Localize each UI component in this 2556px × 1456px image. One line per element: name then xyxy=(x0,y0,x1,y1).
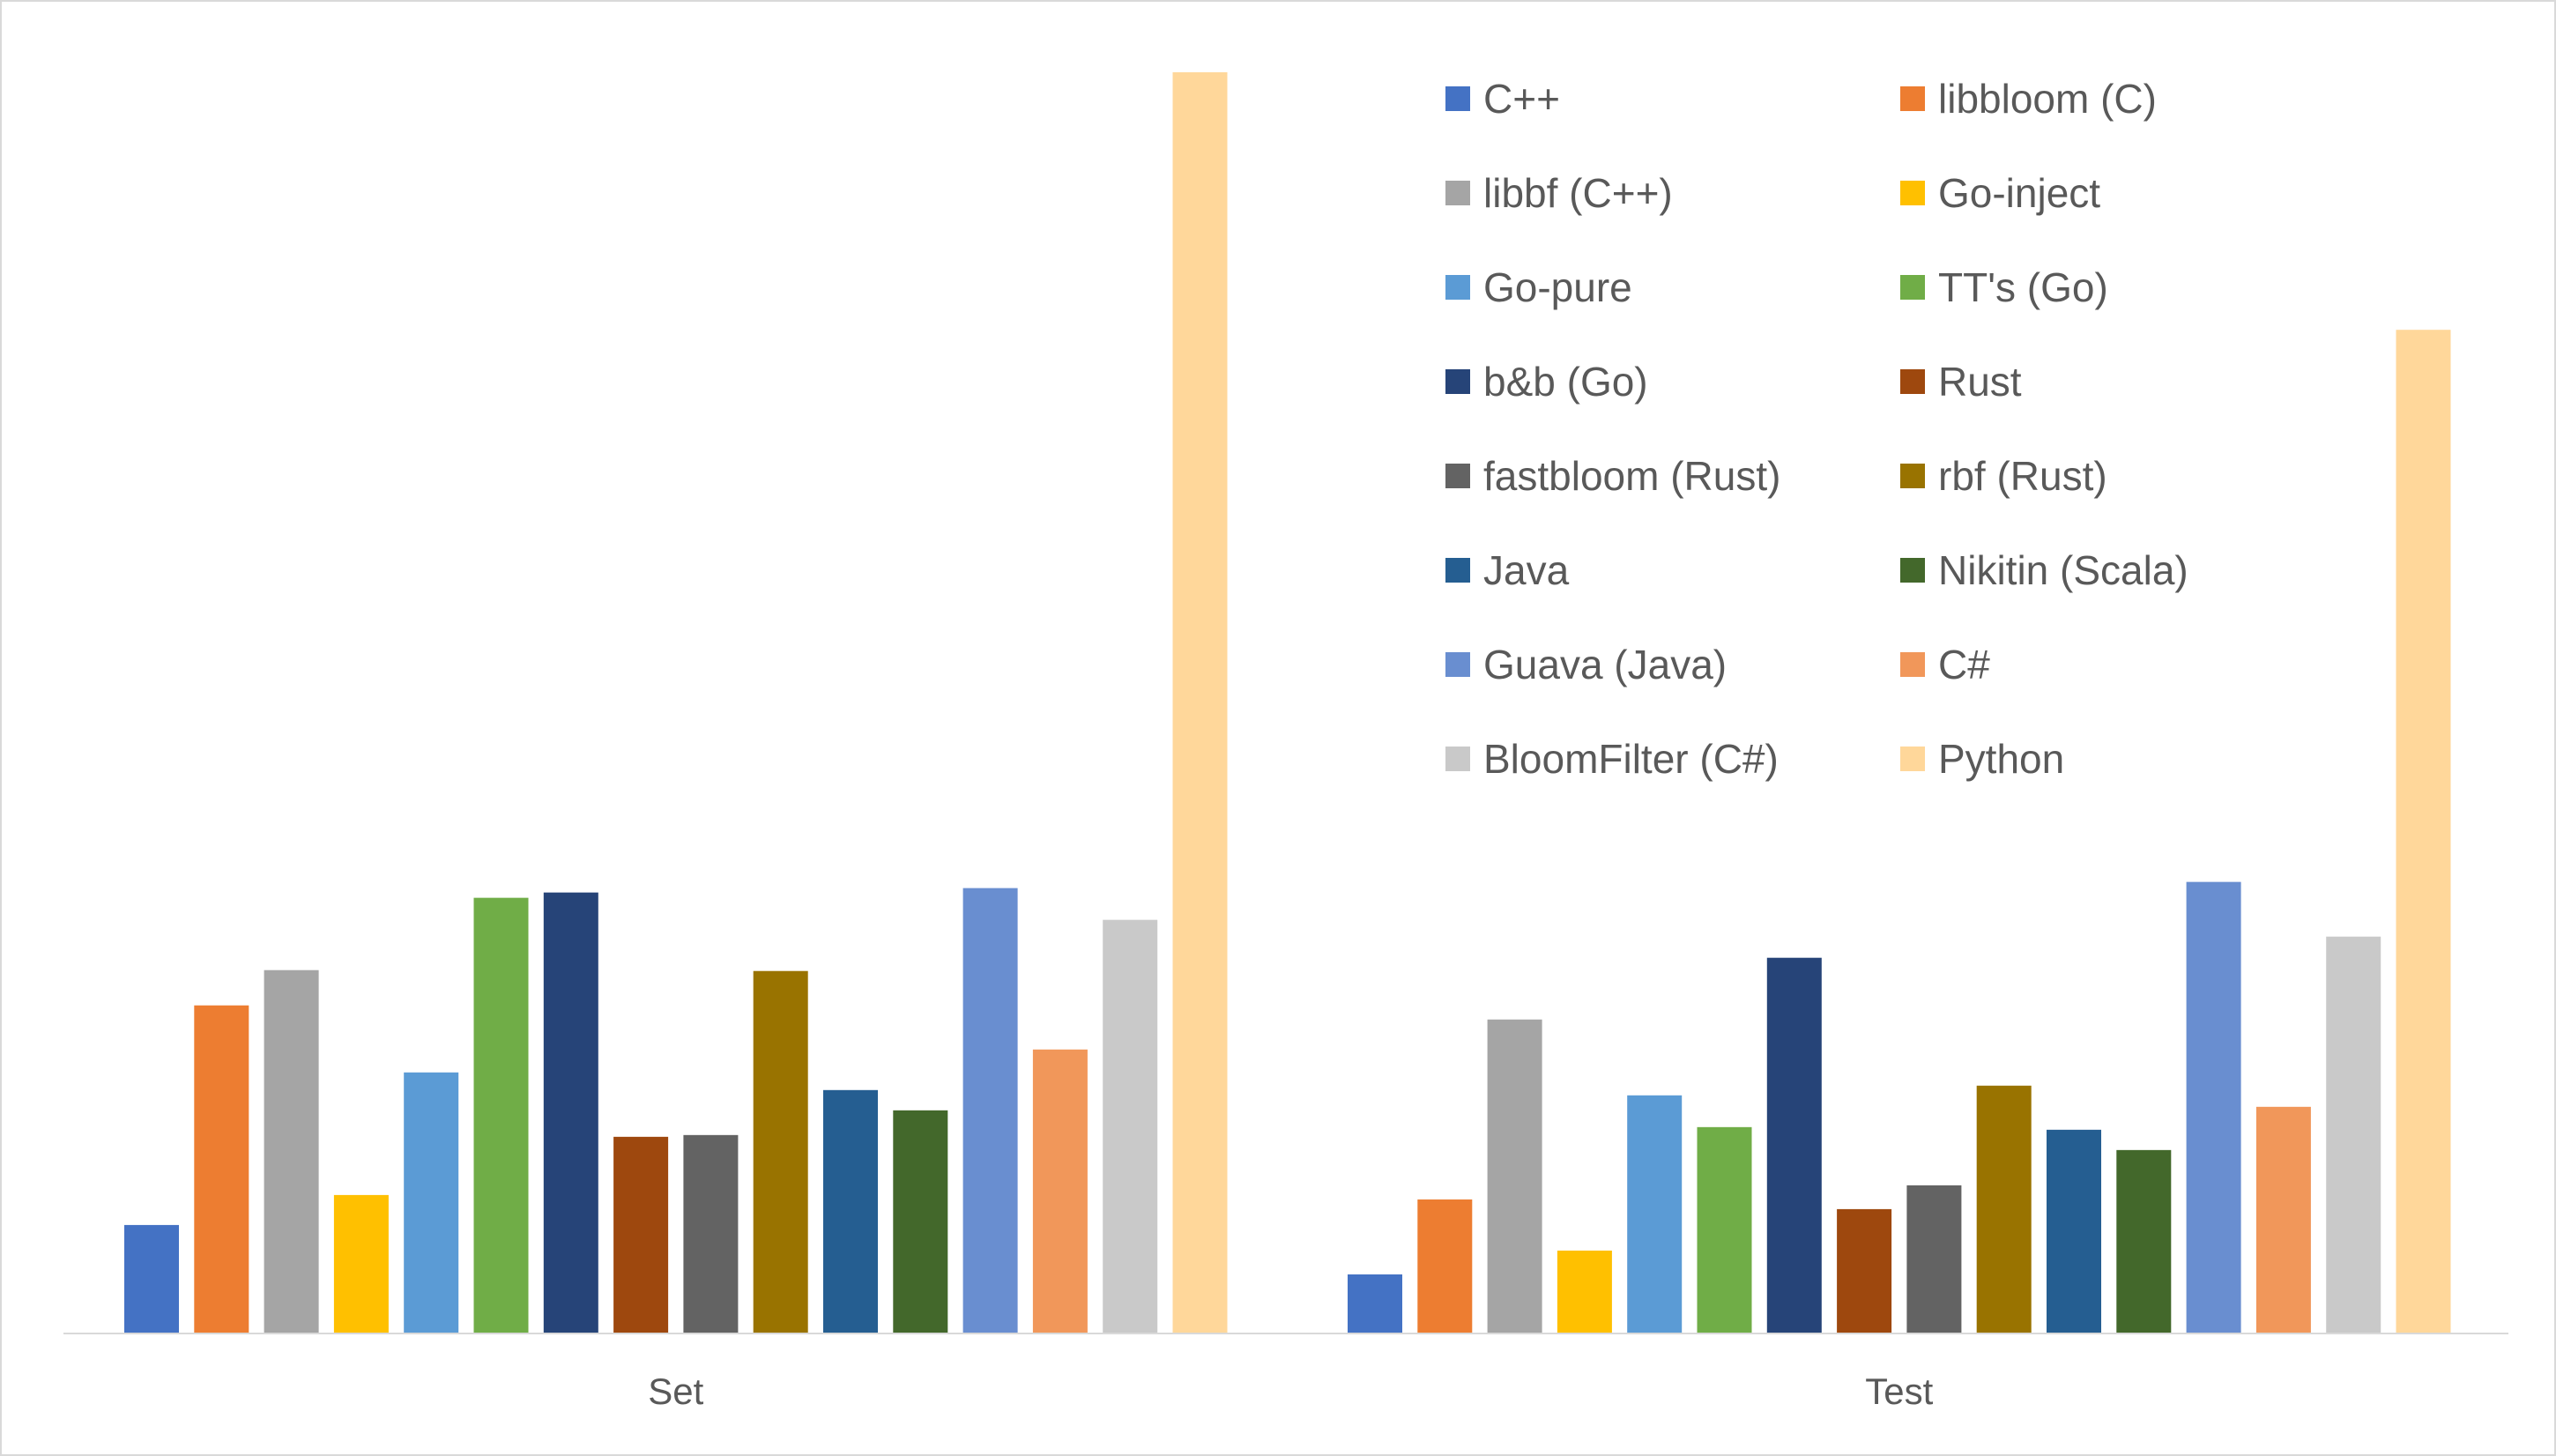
legend-label: C++ xyxy=(1483,76,1560,122)
legend-label: rbf (Rust) xyxy=(1938,453,2107,499)
legend-label: Rust xyxy=(1938,359,2022,405)
legend-swatch xyxy=(1445,652,1470,677)
bar-set-go-inject xyxy=(333,1194,389,1333)
legend-swatch xyxy=(1900,558,1925,583)
legend-swatch xyxy=(1445,181,1470,205)
legend-item-c: C# xyxy=(1900,642,1990,687)
bar-set-guava-java xyxy=(962,888,1018,1333)
legend-item-guava-java: Guava (Java) xyxy=(1445,642,1727,687)
legend-item-nikitin-scala: Nikitin (Scala) xyxy=(1900,547,2188,593)
legend-item-go-pure: Go-pure xyxy=(1445,264,1632,310)
bar-test-c xyxy=(2255,1106,2311,1333)
legend-label: BloomFilter (C#) xyxy=(1483,736,1779,782)
legend-swatch xyxy=(1445,275,1470,300)
bar-set-python xyxy=(1172,72,1228,1333)
bar-set-c xyxy=(124,1224,179,1333)
bar-test-python xyxy=(2396,330,2451,1333)
legend-swatch xyxy=(1900,464,1925,488)
legend-swatch xyxy=(1445,464,1470,488)
bar-test-java xyxy=(2047,1129,2101,1333)
bar-test-libbloom-c xyxy=(1417,1199,1473,1333)
legend-swatch xyxy=(1445,369,1470,394)
legend-item-tt-s-go: TT's (Go) xyxy=(1900,264,2108,310)
legend-swatch xyxy=(1900,652,1925,677)
bar-set-libbloom-c xyxy=(194,1005,249,1333)
bar-test-guava-java xyxy=(2186,881,2241,1333)
category-label-set: Set xyxy=(648,1371,703,1412)
bar-test-go-pure xyxy=(1627,1095,1683,1333)
legend-item-fastbloom-rust: fastbloom (Rust) xyxy=(1445,453,1780,499)
bar-set-rbf-rust xyxy=(753,970,808,1333)
legend-swatch xyxy=(1445,558,1470,583)
legend-item-bloomfilter-c: BloomFilter (C#) xyxy=(1445,736,1779,782)
legend-swatch xyxy=(1900,369,1925,394)
legend-item-b-b-go: b&b (Go) xyxy=(1445,359,1648,405)
bars-layer xyxy=(124,72,2451,1333)
bar-test-c xyxy=(1348,1274,1402,1333)
legend-label: libbloom (C) xyxy=(1938,76,2157,122)
bar-set-c xyxy=(1032,1049,1088,1333)
legend-label: Guava (Java) xyxy=(1483,642,1727,687)
legend-item-libbloom-c: libbloom (C) xyxy=(1900,76,2157,122)
legend-label: TT's (Go) xyxy=(1938,264,2108,310)
bar-test-nikitin-scala xyxy=(2116,1149,2172,1333)
legend-label: C# xyxy=(1938,642,1990,687)
legend-swatch xyxy=(1900,275,1925,300)
legend-item-java: Java xyxy=(1445,547,1570,593)
bar-test-b-b-go xyxy=(1766,957,1822,1333)
legend-swatch xyxy=(1900,747,1925,771)
category-label-test: Test xyxy=(1865,1371,1933,1412)
bar-set-bloomfilter-c xyxy=(1103,919,1158,1333)
legend-label: libbf (C++) xyxy=(1483,170,1673,216)
bar-set-rust xyxy=(613,1136,669,1333)
bar-set-nikitin-scala xyxy=(893,1110,948,1333)
bar-test-fastbloom-rust xyxy=(1906,1185,1962,1333)
bar-test-libbf-c xyxy=(1487,1019,1542,1333)
bar-test-tt-s-go xyxy=(1697,1126,1752,1333)
legend-label: b&b (Go) xyxy=(1483,359,1648,405)
legend-item-python: Python xyxy=(1900,736,2064,782)
bar-set-tt-s-go xyxy=(473,897,529,1333)
legend-item-libbf-c: libbf (C++) xyxy=(1445,170,1673,216)
legend-item-go-inject: Go-inject xyxy=(1900,170,2100,216)
legend-swatch xyxy=(1900,86,1925,111)
legend-item-c: C++ xyxy=(1445,76,1560,122)
bar-test-rust xyxy=(1837,1208,1892,1333)
bar-set-b-b-go xyxy=(543,892,598,1333)
bar-set-java xyxy=(823,1089,878,1333)
legend-swatch xyxy=(1900,181,1925,205)
legend-label: Go-pure xyxy=(1483,264,1632,310)
bar-set-libbf-c xyxy=(264,969,319,1333)
bar-test-rbf-rust xyxy=(1976,1085,2032,1333)
bar-test-go-inject xyxy=(1557,1250,1612,1333)
legend-label: Nikitin (Scala) xyxy=(1938,547,2188,593)
legend-label: fastbloom (Rust) xyxy=(1483,453,1780,499)
legend-label: Python xyxy=(1938,736,2064,782)
category-labels: Set Test xyxy=(648,1371,1933,1412)
bar-test-bloomfilter-c xyxy=(2326,936,2381,1333)
bar-set-fastbloom-rust xyxy=(683,1134,739,1333)
legend-swatch xyxy=(1445,86,1470,111)
legend-label: Go-inject xyxy=(1938,170,2100,216)
bar-set-go-pure xyxy=(404,1072,459,1333)
legend-label: Java xyxy=(1483,547,1570,593)
legend-item-rust: Rust xyxy=(1900,359,2022,405)
legend: C++ libbloom (C) libbf (C++) Go-inject Go-pu… xyxy=(1445,76,2188,782)
legend-swatch xyxy=(1445,747,1470,771)
legend-item-rbf-rust: rbf (Rust) xyxy=(1900,453,2107,499)
